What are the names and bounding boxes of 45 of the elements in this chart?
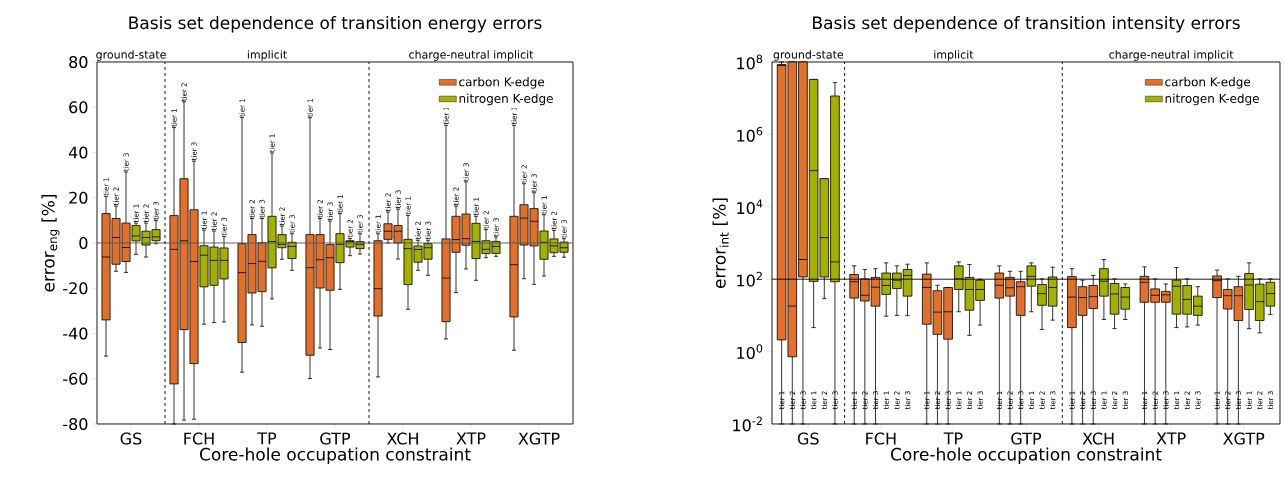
x-tick-label: GS [120, 432, 142, 445]
y-axis-title: error$_{eng}$ [%] [41, 195, 60, 292]
x-tick-label: XTP [456, 432, 486, 445]
x-tick-label: XGTP [518, 432, 560, 445]
text: charge-neutral implicit [409, 50, 534, 61]
y-tick-label: 60 [69, 101, 88, 114]
x-tick-label: GS [797, 432, 819, 445]
x-axis-title: Core-hole occupation constraint [891, 447, 1162, 464]
y-tick-label: -60 [63, 372, 88, 385]
chart-title: Basis set dependence of transition intensity errors [813, 16, 1240, 33]
y-tick-label: 10$^{-2}$ [733, 416, 762, 432]
y-tick-label: 40 [68, 146, 88, 159]
x-tick-label: GTP [320, 432, 351, 445]
y-tick-label: 10$^{0}$ [737, 344, 763, 359]
y-tick-label: 80 [69, 55, 88, 69]
legend-label: carbon K-edge [459, 77, 545, 89]
text: ground-state [773, 50, 844, 61]
x-tick-label: XCH [386, 432, 418, 445]
legend-label: carbon K-edge [1165, 77, 1251, 89]
y-tick-label: 10$^{2}$ [737, 271, 762, 287]
x-tick-label: TP [943, 432, 963, 445]
y-tick-label: -20 [63, 282, 88, 295]
x-tick-label: GTP [1011, 432, 1042, 445]
y-tick-label: -40 [63, 327, 88, 340]
y-tick-label: 0 [79, 236, 88, 250]
x-tick-label: FCH [866, 432, 896, 445]
x-axis-title: Core-hole occupation constraint [200, 447, 471, 464]
legend-label: nitrogen K-edge [1165, 93, 1259, 106]
y-tick-label: 10$^{4}$ [737, 199, 763, 215]
text: implicit [247, 50, 287, 61]
y-tick-label: 10$^{6}$ [737, 126, 763, 142]
y-tick-label: 10$^{8}$ [737, 54, 763, 70]
x-tick-label: FCH [184, 432, 214, 445]
x-tick-label: XGTP [1223, 432, 1265, 445]
x-tick-label: XTP [1156, 432, 1186, 445]
legend-label: nitrogen K-edge [459, 93, 553, 106]
y-tick-label: 20 [69, 191, 88, 204]
x-tick-label: XCH [1082, 432, 1114, 445]
text: implicit [934, 50, 974, 61]
text: ground-state [96, 50, 166, 61]
chart-title: Basis set dependence of transition energy errors [129, 15, 542, 33]
y-axis-title: error$_{int}$ [%] [712, 198, 729, 289]
text: charge-neutral implicit [1109, 50, 1234, 61]
y-tick-label: -80 [63, 417, 88, 431]
x-tick-label: TP [257, 432, 277, 445]
